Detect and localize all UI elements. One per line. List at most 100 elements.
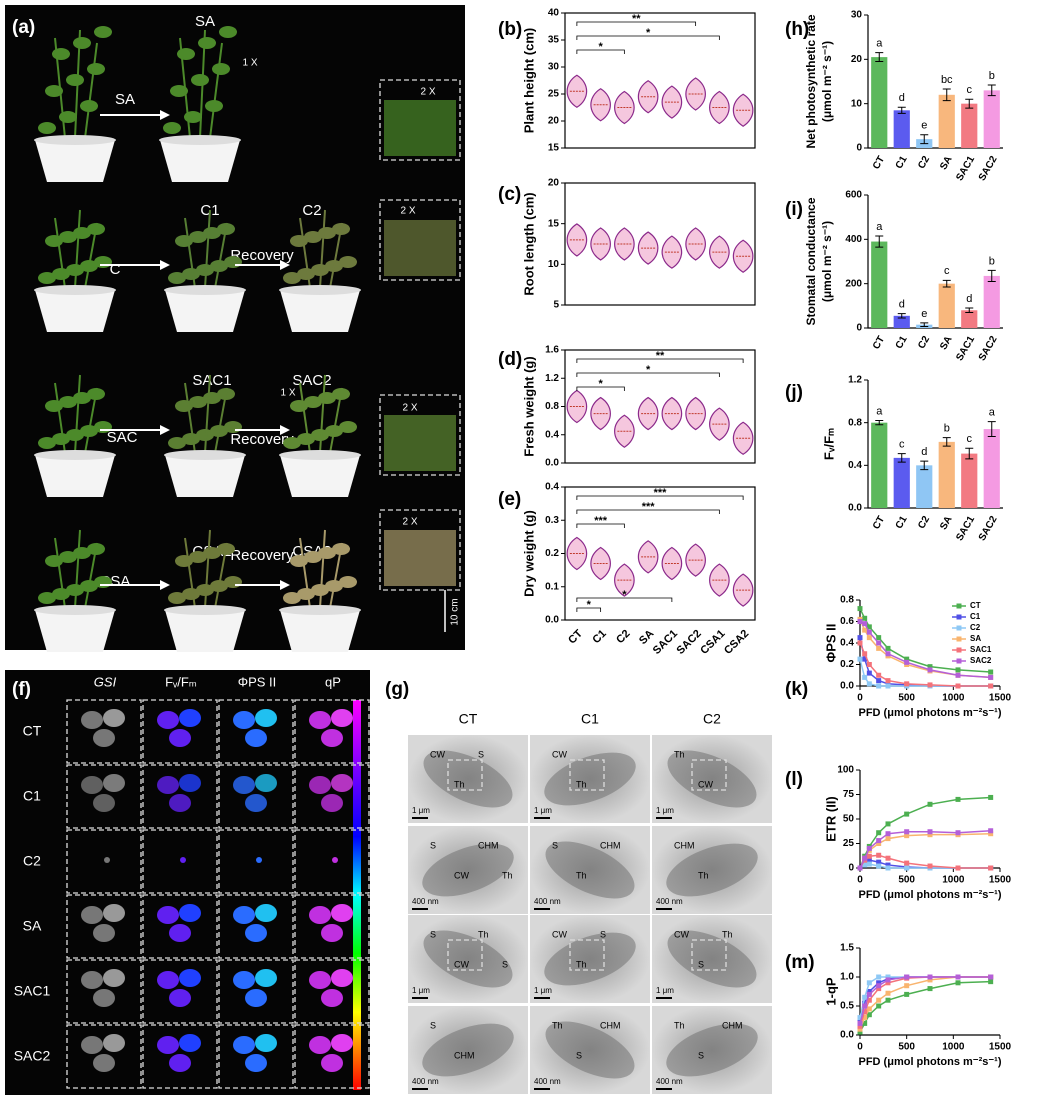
y-axis-label: ΦPS II [823, 624, 838, 663]
chloroplast [423, 930, 513, 988]
marker [876, 645, 882, 651]
marker [866, 853, 872, 859]
marker [857, 865, 863, 871]
y-axis-label: 1-qP [823, 977, 838, 1006]
error-bar [920, 322, 929, 327]
chloroplast [545, 841, 635, 899]
y-axis-label: (μmol m⁻² s⁻¹) [820, 221, 834, 302]
x-tick-label: C2 [614, 628, 632, 646]
marker [857, 1018, 863, 1023]
leaf [59, 551, 77, 563]
leaf-image [245, 729, 267, 747]
leaf [304, 396, 322, 408]
leaf [59, 396, 77, 408]
axes [867, 15, 1003, 149]
error-bar [920, 460, 929, 471]
x-tick-label: CSA1 [698, 628, 727, 657]
marker [857, 635, 863, 641]
scale-label: 400 nm [656, 1077, 683, 1086]
marker [955, 830, 961, 836]
significance-bracket [576, 386, 625, 391]
zoom-box [569, 759, 605, 791]
marker [876, 1003, 882, 1009]
leaf [196, 264, 214, 276]
leaf-image [255, 709, 277, 727]
x-tick-label: SA [938, 334, 954, 352]
error-bar [987, 421, 996, 438]
marker [862, 615, 868, 621]
leaf-image [245, 989, 267, 1007]
x-axis-label: PFD (μmol photons m⁻²s⁻¹) [859, 1056, 1002, 1068]
annotation: S [478, 749, 484, 759]
bar [916, 465, 933, 508]
annotation: S [576, 1050, 582, 1060]
marker [857, 1020, 863, 1026]
y-tick-label: 1.2 [848, 375, 862, 386]
error-bar [965, 447, 974, 460]
bar [871, 422, 888, 508]
marker [927, 974, 933, 980]
zoom-content [384, 220, 456, 276]
panel-label: (e) [498, 489, 521, 510]
marker [988, 974, 994, 980]
image-cell [294, 764, 370, 829]
marker [988, 674, 994, 680]
arrow-head [160, 260, 170, 270]
marker [876, 678, 882, 684]
image-cell [294, 699, 370, 764]
y-tick-label: 40 [548, 8, 560, 19]
annotation: S [698, 959, 704, 969]
pot-rim [164, 605, 246, 615]
bar [961, 103, 978, 148]
marker [904, 865, 910, 871]
leaf [52, 268, 70, 280]
marker [904, 681, 910, 687]
leaf [66, 429, 84, 441]
annotation: Th [698, 870, 709, 880]
marker [876, 683, 882, 689]
scale-label: 400 nm [412, 1077, 439, 1086]
leaf-image [256, 857, 262, 863]
leaf-image [81, 711, 103, 729]
x-tick-label: 1500 [989, 1042, 1012, 1053]
error-bar [897, 106, 906, 114]
marker [955, 683, 961, 689]
y-tick-label: 0.5 [840, 1001, 854, 1012]
marker [876, 980, 882, 986]
bar [938, 441, 955, 508]
stems [184, 209, 228, 289]
chloroplast [422, 1023, 514, 1077]
leaf-image [103, 904, 125, 922]
y-tick-label: 0.6 [840, 616, 854, 627]
leaf [297, 268, 315, 280]
leaf [189, 551, 207, 563]
leaf-image [179, 709, 201, 727]
leaf-image [93, 989, 115, 1007]
marker [904, 983, 910, 989]
x-tick-label: CT [871, 154, 887, 171]
marker [862, 855, 868, 861]
pot-rim [164, 285, 246, 295]
marker [904, 829, 910, 835]
pot [35, 290, 115, 332]
marker [876, 838, 882, 844]
pot [280, 455, 360, 497]
error-bar [920, 134, 929, 145]
x-tick-label: 1000 [942, 693, 965, 704]
leaf [182, 433, 200, 445]
zoom-box [379, 394, 461, 476]
marker [876, 830, 882, 836]
zoom-box [379, 79, 461, 161]
significance-bracket [576, 597, 673, 602]
pot [280, 610, 360, 652]
row-label: C2 [23, 853, 41, 869]
pot-rim [34, 285, 116, 295]
panel-label: (c) [498, 184, 521, 205]
y-axis-label: Plant height (cm) [521, 28, 536, 133]
panel-label: (k) [785, 679, 808, 700]
annotation: Th [552, 1020, 563, 1030]
column-header: ΦPS II [238, 674, 277, 689]
marker [862, 621, 868, 627]
marker [885, 980, 891, 986]
image-cell [142, 1024, 218, 1089]
